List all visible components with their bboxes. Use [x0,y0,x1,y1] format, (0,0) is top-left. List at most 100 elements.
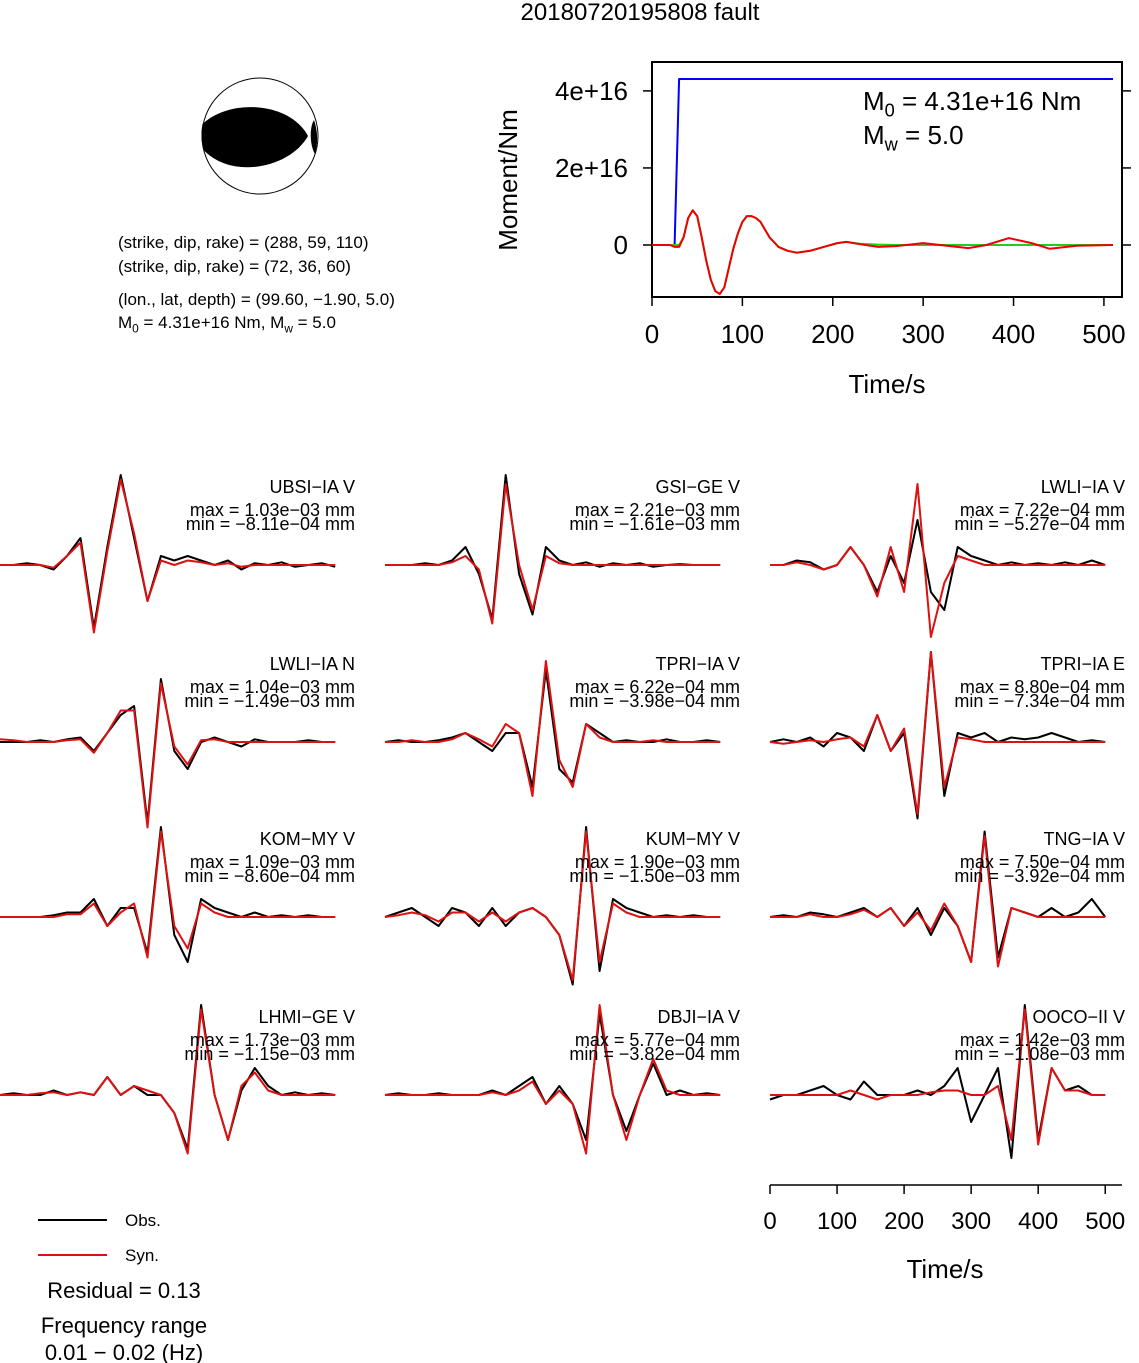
waveform [0,830,336,959]
station-label: TPRI−IA E [1040,654,1125,674]
subscript: w [283,321,293,335]
waveform [770,835,1106,968]
max-label: max = 1.09e−03 mm [190,852,355,872]
waveform [769,830,1107,963]
y-tick-label: 0 [614,230,628,260]
text-part: = 5.0 [898,120,964,150]
station-label: LWLI−IA V [1041,477,1125,497]
annotation: Frequency range [41,1313,207,1338]
station-label: KUM−MY V [646,829,740,849]
text-part: M [118,313,132,332]
max-label: max = 1.03e−03 mm [190,500,355,520]
min-label: min = −1.15e−03 mm [184,1044,355,1064]
min-label: min = −3.82e−04 mm [569,1044,740,1064]
x-tick-label: 100 [721,319,764,349]
min-label: min = −3.98e−04 mm [569,691,740,711]
station-label: TNG−IA V [1043,829,1125,849]
text-part: M [863,86,885,116]
waveform [0,478,336,634]
waveform [769,1004,1106,1159]
subscript: w [884,135,899,155]
max-label: max = 5.77e−04 mm [575,1030,740,1050]
legend-label: Obs. [125,1211,161,1230]
x-axis-label: Time/s [906,1254,983,1284]
max-label: max = 7.22e−04 mm [960,500,1125,520]
waveform [384,669,721,788]
y-tick-label: 4e+16 [555,76,628,106]
waveform [770,1008,1106,1146]
max-label: max = 8.80e−04 mm [960,677,1125,697]
station-label: UBSI−IA V [269,477,355,497]
text-part: = 4.31e+16 Nm, M [139,313,285,332]
min-label: min = −1.08e−03 mm [954,1044,1125,1064]
min-label: min = −1.61e−03 mm [569,514,740,534]
waveform [0,682,336,829]
moment-curve [652,209,1113,295]
min-label: min = −1.49e−03 mm [184,691,355,711]
waveform [385,660,721,797]
station-label: KOM−MY V [260,829,355,849]
x-tick-label: 300 [901,319,944,349]
min-label: min = −5.27e−04 mm [954,514,1125,534]
waveform [0,474,336,629]
max-label: max = 1.73e−03 mm [190,1030,355,1050]
x-tick-label: 200 [811,319,854,349]
station-label: OOCO−II V [1032,1007,1125,1027]
min-label: min = −7.34e−04 mm [954,691,1125,711]
waveform [770,483,1106,638]
x-tick-label: 200 [884,1208,924,1235]
min-label: min = −8.60e−04 mm [184,866,355,886]
annotation: 0.01 − 0.02 (Hz) [45,1340,203,1363]
min-label: min = −8.11e−04 mm [186,514,355,534]
text-part: M [863,120,885,150]
y-axis-label: Moment/Nm [493,109,523,251]
x-tick-label: 0 [645,319,659,349]
min-label: min = −1.50e−03 mm [569,866,740,886]
mechanism-line: (lon., lat, depth) = (99.60, −1.90, 5.0) [118,290,395,309]
x-tick-label: 500 [1085,1208,1125,1235]
y-tick-label: 2e+16 [555,153,628,183]
x-tick-label: 100 [817,1208,857,1235]
text-part: = 4.31e+16 Nm [895,86,1081,116]
waveform [384,826,721,986]
waveform [385,483,721,625]
x-tick-label: 400 [1018,1208,1058,1235]
station-label: GSI−GE V [655,477,740,497]
station-label: DBJI−IA V [657,1007,740,1027]
x-tick-label: 400 [992,319,1035,349]
station-label: LWLI−IA N [270,654,355,674]
waveform [384,830,721,981]
waveform [769,651,1106,815]
moment-line: M0 = 4.31e+16 Nm, Mw = 5.0 [118,313,336,335]
annotation: Residual = 0.13 [47,1278,201,1303]
waveform [384,1013,721,1141]
mechanism-line: (strike, dip, rake) = (72, 36, 60) [118,257,351,276]
beachball [201,77,319,195]
max-label: max = 1.90e−03 mm [575,852,740,872]
waveform [385,1004,721,1155]
annotation: M0 = 4.31e+16 Nm [863,86,1081,121]
subscript: 0 [885,101,895,121]
legend-label: Syn. [125,1246,159,1265]
annotation: Mw = 5.0 [863,120,964,155]
text-part: = 5.0 [293,313,336,332]
max-label: max = 6.22e−04 mm [575,677,740,697]
subscript: 0 [132,321,139,335]
station-label: LHMI−GE V [258,1007,355,1027]
x-tick-label: 0 [763,1208,776,1235]
moment-curve [652,209,1114,295]
plot-frame [651,61,1123,298]
waveform [0,1008,336,1155]
moment-curve [652,78,1113,246]
min-label: min = −3.92e−04 mm [954,866,1125,886]
station-label: TPRI−IA V [655,654,740,674]
max-label: max = 2.21e−03 mm [575,500,740,520]
x-tick-label: 500 [1082,319,1125,349]
max-label: max = 1.42e−03 mm [960,1030,1125,1050]
mechanism-line: (strike, dip, rake) = (288, 59, 110) [118,233,369,252]
figure-title: 20180720195808 fault [521,0,760,26]
max-label: max = 7.50e−04 mm [960,852,1125,872]
max-label: max = 1.04e−03 mm [190,677,355,697]
x-tick-label: 300 [951,1208,991,1235]
